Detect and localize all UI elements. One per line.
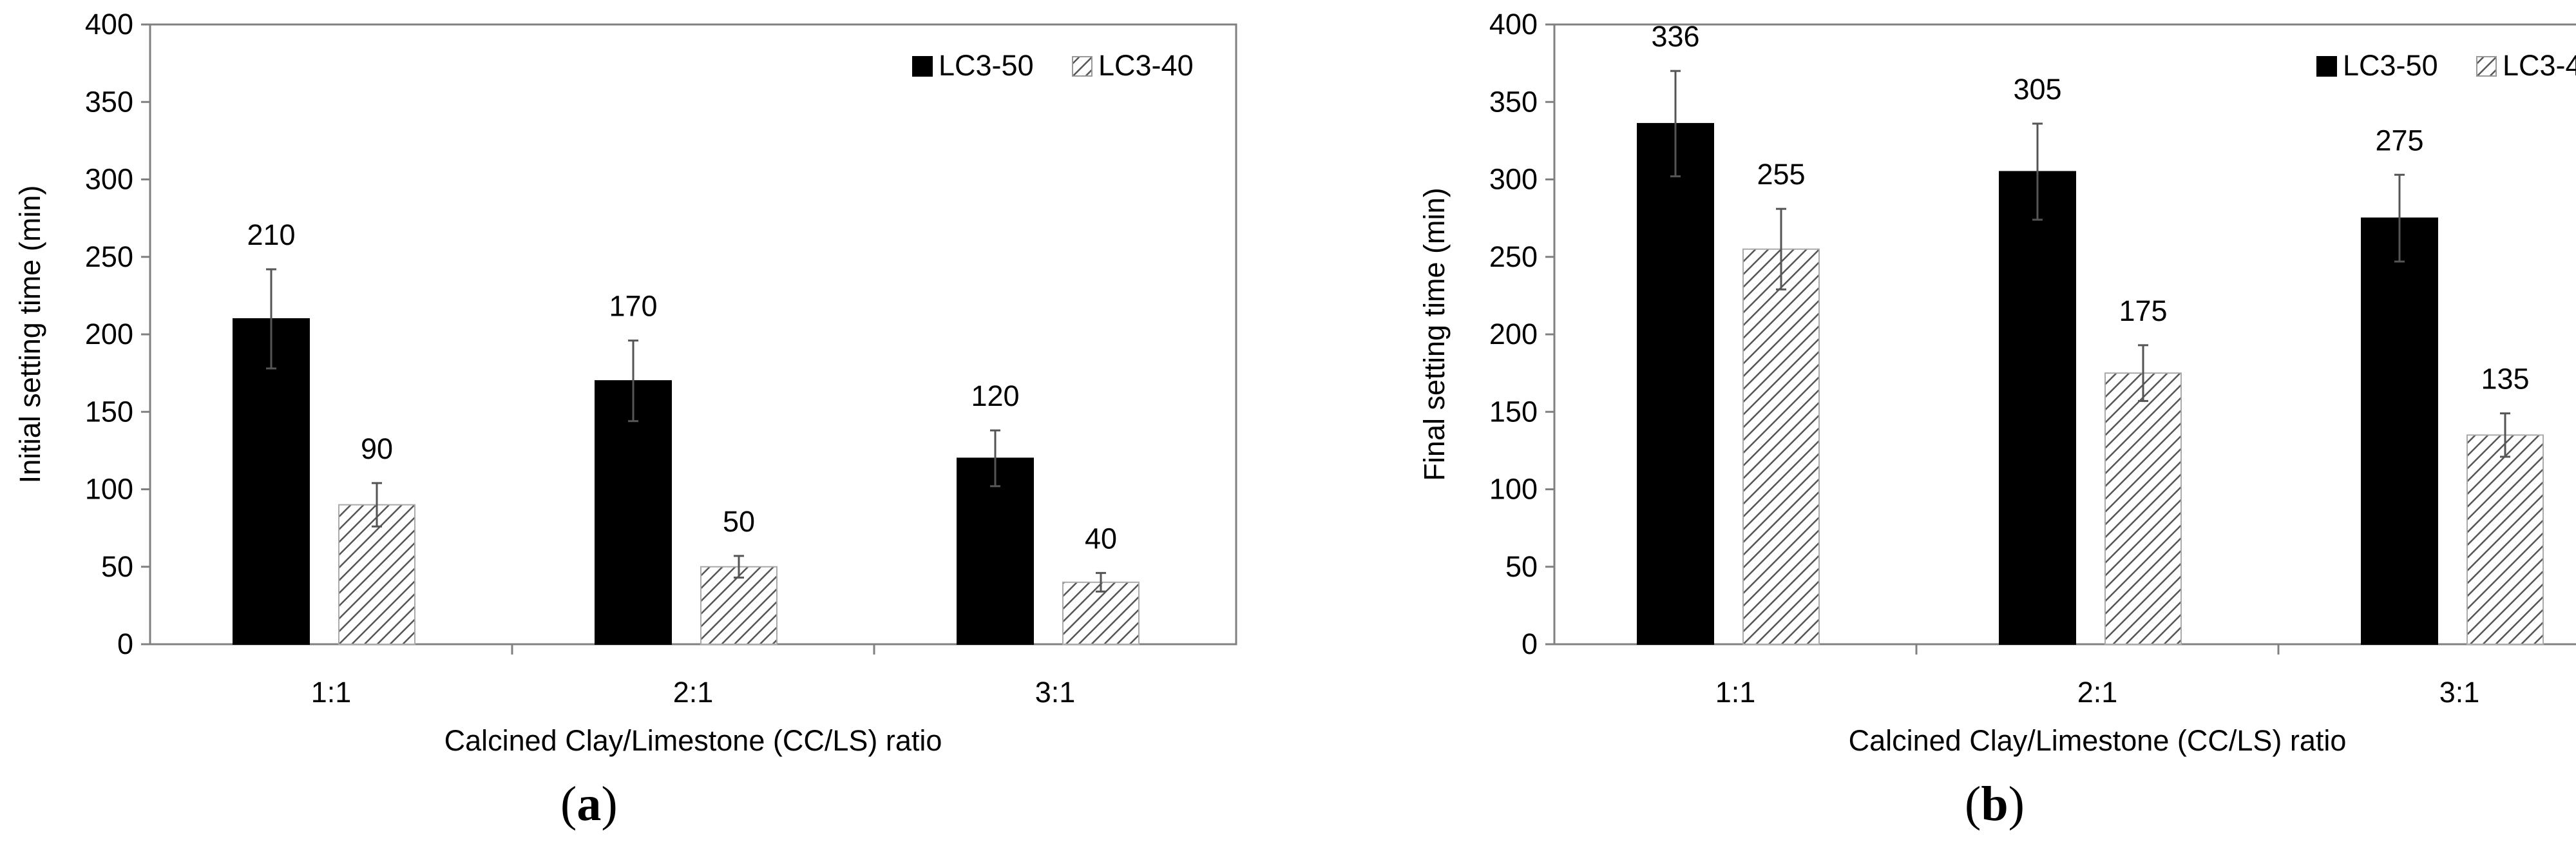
data-label: 210 xyxy=(247,218,295,251)
bar-lc3-50 xyxy=(595,380,672,646)
data-label: 135 xyxy=(2481,363,2529,396)
data-label: 275 xyxy=(2375,124,2423,157)
y-tick-label: 50 xyxy=(1505,550,1538,583)
y-tick-label: 50 xyxy=(101,550,133,583)
legend-swatch xyxy=(1072,56,1092,77)
x-tick-label: 1:1 xyxy=(311,676,352,709)
y-tick-label: 0 xyxy=(117,627,133,660)
chart-svg-b: 0 50 100 150 200 250 300 350 400 Final setting ti… xyxy=(1418,8,2576,757)
x-tick-label: 2:1 xyxy=(2077,676,2118,709)
panel-caption-a: (a) xyxy=(560,777,618,831)
y-axis-label: Initial setting time (min) xyxy=(14,186,46,484)
y-tick-label: 400 xyxy=(1489,8,1538,41)
legend-swatch xyxy=(2316,56,2337,77)
legend-label: LC3-50 xyxy=(2343,49,2438,82)
y-tick-label: 400 xyxy=(85,8,133,41)
chart-svg-a: 0 50 100 150 200 250 300 350 400 Initial setting … xyxy=(14,8,1237,757)
bar-lc3-40 xyxy=(1742,248,1820,646)
data-label: 170 xyxy=(609,290,657,323)
y-tick-label: 100 xyxy=(85,473,133,506)
y-tick-label: 150 xyxy=(85,395,133,428)
y-tick-label: 0 xyxy=(1522,627,1538,660)
x-tick-label: 3:1 xyxy=(1035,676,1076,709)
data-label: 90 xyxy=(361,432,393,465)
y-tick-label: 100 xyxy=(1489,473,1538,506)
bar-lc3-40 xyxy=(1062,581,1140,645)
y-tick-label: 300 xyxy=(1489,163,1538,196)
bar-lc3-40 xyxy=(2466,434,2544,645)
bar-lc3-50 xyxy=(1637,122,1714,646)
y-tick-label: 200 xyxy=(1489,318,1538,350)
bar-lc3-50 xyxy=(1999,171,2076,646)
bar-lc3-50 xyxy=(233,318,310,645)
data-label: 336 xyxy=(1651,20,1699,53)
y-tick-label: 200 xyxy=(85,318,133,350)
chart-panel-a: 0 50 100 150 200 250 300 350 400 Initial setting … xyxy=(14,8,1237,831)
y-tick-label: 250 xyxy=(1489,240,1538,273)
chart-panel-b: 0 50 100 150 200 250 300 350 400 Final setting ti… xyxy=(1404,0,2576,842)
x-tick-label: 2:1 xyxy=(673,676,714,709)
data-label: 50 xyxy=(723,505,755,538)
legend-swatch xyxy=(2476,56,2497,77)
bar-lc3-40 xyxy=(700,566,778,645)
y-axis-label: Final setting time (min) xyxy=(1418,187,1451,481)
plot-frame xyxy=(149,23,1237,646)
x-tick-label: 1:1 xyxy=(1715,676,1756,709)
legend-swatch xyxy=(912,56,933,77)
y-tick-label: 300 xyxy=(85,163,133,196)
panel-caption-b: (b) xyxy=(1965,777,2025,831)
data-label: 255 xyxy=(1757,158,1805,191)
y-tick-label: 350 xyxy=(85,85,133,118)
x-axis-label: Calcined Clay/Limestone (CC/LS) ratio xyxy=(1849,724,2347,757)
y-tick-label: 350 xyxy=(1489,85,1538,118)
data-label: 175 xyxy=(2119,294,2167,327)
y-tick-label: 150 xyxy=(1489,395,1538,428)
bar-lc3-50 xyxy=(2361,217,2438,645)
y-tick-label: 250 xyxy=(85,240,133,273)
bar-lc3-40 xyxy=(338,504,415,645)
data-label: 305 xyxy=(2013,73,2061,106)
legend-label: LC3-40 xyxy=(1098,49,1194,82)
data-label: 40 xyxy=(1085,522,1117,555)
bar-lc3-40 xyxy=(2104,372,2182,645)
x-axis-label: Calcined Clay/Limestone (CC/LS) ratio xyxy=(444,724,942,757)
bar-lc3-50 xyxy=(957,457,1034,646)
legend-label: LC3-40 xyxy=(2503,49,2576,82)
x-tick-label: 3:1 xyxy=(2439,676,2480,709)
legend-label: LC3-50 xyxy=(939,49,1034,82)
data-label: 120 xyxy=(971,379,1019,412)
